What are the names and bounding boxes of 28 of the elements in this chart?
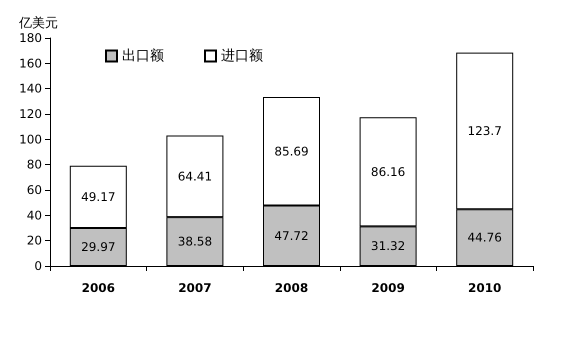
y-tick-label: 20 <box>26 234 42 248</box>
data-label: 64.41 <box>178 169 212 184</box>
data-label: 85.69 <box>274 144 309 158</box>
data-label: 47.72 <box>274 228 309 243</box>
y-tick-label: 0 <box>34 259 42 273</box>
legend-label: 进口额 <box>221 48 263 64</box>
y-tick-label: 140 <box>19 82 42 96</box>
y-tick-label: 40 <box>26 208 42 222</box>
legend-label: 出口额 <box>122 48 164 64</box>
data-label: 38.58 <box>178 234 212 249</box>
data-label: 86.16 <box>370 164 406 179</box>
y-tick-label: 80 <box>26 158 42 172</box>
x-tick-label: 2006 <box>82 281 116 295</box>
x-tick-label: 2008 <box>274 281 308 295</box>
y-tick-label: 160 <box>19 56 42 70</box>
data-label: 31.32 <box>370 239 406 254</box>
y-tick-label: 60 <box>26 183 42 197</box>
y-tick-label: 180 <box>19 31 42 45</box>
x-tick-label: 2010 <box>468 281 502 295</box>
y-tick-label: 120 <box>19 107 42 121</box>
data-label: 49.17 <box>81 190 116 204</box>
x-tick-label: 2007 <box>178 281 212 295</box>
y-tick-label: 100 <box>19 132 42 146</box>
data-label: 123.7 <box>468 124 502 138</box>
y-axis-title: 亿美元 <box>18 15 58 31</box>
x-tick-label: 2009 <box>371 281 405 295</box>
data-label: 44.76 <box>468 230 502 245</box>
data-label: 29.97 <box>81 240 116 254</box>
